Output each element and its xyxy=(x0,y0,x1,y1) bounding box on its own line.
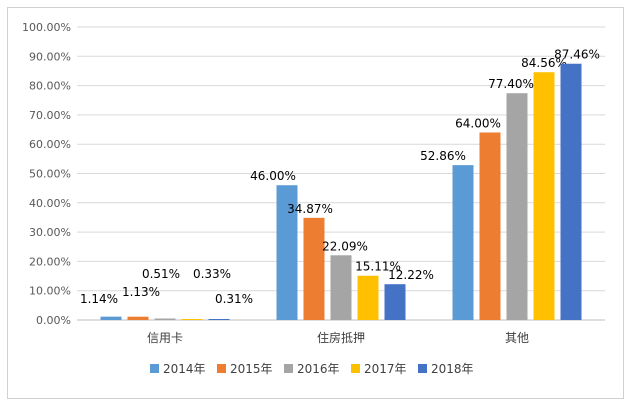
data-label: 1.13% xyxy=(122,285,160,299)
y-tick-label: 20.00% xyxy=(29,255,71,268)
legend-swatch xyxy=(418,364,427,373)
y-tick-label: 0.00% xyxy=(36,314,71,327)
data-label: 1.14% xyxy=(80,292,118,306)
bar xyxy=(181,319,203,320)
y-tick-label: 10.00% xyxy=(29,285,71,298)
category-label: 住房抵押 xyxy=(317,330,365,345)
y-tick-label: 100.00% xyxy=(22,21,71,34)
y-tick-label: 60.00% xyxy=(29,138,71,151)
legend-label: 2015年 xyxy=(230,362,273,376)
bar xyxy=(479,132,501,320)
data-label: 22.09% xyxy=(322,239,368,253)
category-label: 其他 xyxy=(505,331,529,345)
data-label: 15.11% xyxy=(355,260,401,274)
data-label: 34.87% xyxy=(287,202,333,216)
data-label: 52.86% xyxy=(420,149,466,163)
legend-label: 2017年 xyxy=(364,362,407,376)
bar xyxy=(452,165,474,320)
y-tick-label: 30.00% xyxy=(29,226,71,239)
bar xyxy=(154,318,176,320)
bar xyxy=(357,275,379,320)
bar xyxy=(276,185,298,320)
data-label: 87.46% xyxy=(554,48,600,62)
data-label: 0.51% xyxy=(142,267,180,281)
data-label: 46.00% xyxy=(250,169,296,183)
bar xyxy=(127,316,149,320)
bar xyxy=(208,319,230,320)
y-tick-label: 70.00% xyxy=(29,109,71,122)
bar xyxy=(100,316,122,320)
bar xyxy=(303,217,325,320)
bar xyxy=(506,93,528,320)
data-label: 84.56% xyxy=(521,56,567,70)
y-tick-label: 90.00% xyxy=(29,50,71,63)
legend-swatch xyxy=(351,364,360,373)
bar xyxy=(533,72,555,320)
legend-label: 2016年 xyxy=(297,362,340,376)
legend-swatch xyxy=(150,364,159,373)
data-label: 77.40% xyxy=(488,77,534,91)
y-tick-label: 40.00% xyxy=(29,197,71,210)
legend-swatch xyxy=(217,364,226,373)
data-label: 64.00% xyxy=(455,116,501,130)
data-label: 0.33% xyxy=(193,267,231,281)
data-label: 0.31% xyxy=(215,292,253,306)
bar xyxy=(384,284,406,320)
legend-label: 2014年 xyxy=(163,362,206,376)
legend-swatch xyxy=(284,364,293,373)
bar xyxy=(560,63,582,321)
bar xyxy=(330,255,352,320)
legend-label: 2018年 xyxy=(431,362,474,376)
y-tick-label: 80.00% xyxy=(29,80,71,93)
y-tick-label: 50.00% xyxy=(29,168,71,181)
category-label: 信用卡 xyxy=(147,331,183,345)
data-label: 12.22% xyxy=(388,268,434,282)
